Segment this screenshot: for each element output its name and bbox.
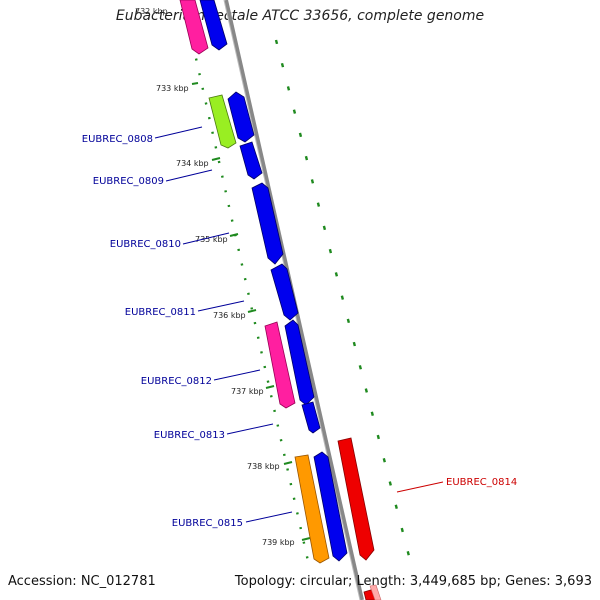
gene-arrow-orange-0815[interactable] — [294, 454, 330, 564]
gene-arrow-lime-0808[interactable] — [208, 94, 237, 149]
gene-label-0809[interactable]: EUBREC_0809 — [93, 176, 164, 187]
connector-0811 — [197, 300, 245, 312]
tick-label-732-partial: 732 kbp — [135, 7, 168, 16]
connector-0808 — [154, 126, 203, 139]
gene-label-0813[interactable]: EUBREC_0813 — [154, 430, 225, 441]
tick-label-736: 736 kbp — [213, 311, 246, 320]
genome-summary-label: Topology: circular; Length: 3,449,685 bp… — [234, 574, 592, 589]
gene-arrow-blue-0812[interactable] — [284, 319, 315, 406]
tick-mark-733 — [191, 82, 199, 85]
gene-arrow-pink-bottom[interactable] — [369, 584, 382, 600]
tick-mark-736 — [247, 309, 257, 313]
gene-arrow-blue-0808[interactable] — [227, 91, 255, 143]
tick-label-739: 739 kbp — [262, 538, 295, 547]
tick-mark-739 — [301, 537, 311, 541]
connector-0809 — [165, 169, 213, 182]
gene-arrow-magenta-0812[interactable] — [264, 321, 296, 409]
tick-label-734: 734 kbp — [176, 159, 209, 168]
gene-arrow-blue-0811[interactable] — [270, 263, 299, 321]
gene-arrow-blue-0809[interactable] — [239, 141, 263, 180]
connector-0812 — [213, 369, 261, 381]
gene-label-0814[interactable]: EUBREC_0814 — [446, 477, 517, 488]
tick-mark-737 — [265, 385, 275, 389]
tick-label-733: 733 kbp — [156, 84, 189, 93]
gene-label-0815[interactable]: EUBREC_0815 — [172, 518, 243, 529]
gene-label-0812[interactable]: EUBREC_0812 — [141, 376, 212, 387]
tick-label-738: 738 kbp — [247, 462, 280, 471]
connector-0813 — [226, 423, 274, 435]
connector-0810 — [182, 232, 230, 245]
tick-label-737: 737 kbp — [231, 387, 264, 396]
outer-tick-track — [274, 39, 412, 561]
tick-mark-734 — [211, 157, 221, 161]
connector-0815 — [245, 511, 293, 523]
gene-label-0808[interactable]: EUBREC_0808 — [82, 134, 153, 145]
gene-arrow-blue-0815[interactable] — [313, 451, 348, 562]
gene-arrow-blue-top[interactable] — [199, 0, 228, 51]
connector-0814 — [396, 481, 444, 493]
tick-mark-738 — [283, 461, 293, 465]
gene-arrow-magenta-top[interactable] — [179, 0, 209, 55]
gene-label-0811[interactable]: EUBREC_0811 — [125, 307, 196, 318]
tick-label-735: 735 kbp — [195, 235, 228, 244]
gene-label-0810[interactable]: EUBREC_0810 — [110, 239, 181, 250]
gene-arrow-red-0814[interactable] — [337, 437, 375, 561]
gene-arrow-blue-0813[interactable] — [301, 401, 321, 434]
accession-label: Accession: NC_012781 — [8, 574, 156, 589]
gene-arrow-blue-0810[interactable] — [251, 182, 284, 265]
tick-mark-735 — [229, 233, 239, 237]
